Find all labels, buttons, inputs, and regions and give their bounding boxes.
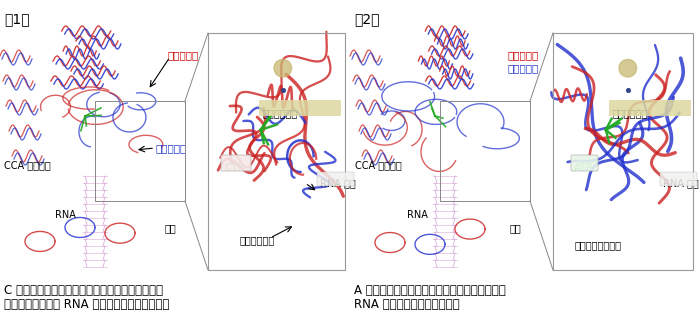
Text: 開いた構造: 開いた構造 [168,50,200,60]
Text: CCA 付加酵素: CCA 付加酵素 [4,160,50,170]
Bar [208,33,345,270]
Text: CCA 付加酵素: CCA 付加酵素 [355,160,402,170]
Text: A 付加反応－閉じた構造に固定化されたまま、: A 付加反応－閉じた構造に固定化されたまま、 [354,284,505,297]
Text: 拡大: 拡大 [510,223,522,233]
Text: RNA 末端: RNA 末端 [320,178,356,188]
Text: マグネシウム: マグネシウム [263,108,298,118]
FancyBboxPatch shape [660,172,697,186]
Text: RNA の末端も構造変化なし－: RNA の末端も構造変化なし－ [354,298,460,311]
FancyBboxPatch shape [571,155,598,171]
Text: 変化、それに伴い RNA の末端がひっくり返る－: 変化、それに伴い RNA の末端がひっくり返る－ [4,298,169,311]
Text: 拡大: 拡大 [165,223,176,233]
Bar [440,101,530,201]
Text: ひっくり返る: ひっくり返る [240,235,275,245]
Text: C 付加反応－酵素が開いた構造から閉じた構造へ: C 付加反応－酵素が開いた構造から閉じた構造へ [4,284,163,297]
Bar [553,33,693,270]
Text: 閉じた構造: 閉じた構造 [508,50,539,60]
Text: 固定化されたまま: 固定化されたまま [575,240,622,250]
FancyBboxPatch shape [221,155,251,171]
Text: マグネシウム: マグネシウム [613,108,648,118]
FancyBboxPatch shape [609,100,691,116]
Text: RNA 末端: RNA 末端 [663,178,699,188]
Text: CTP: CTP [224,163,244,173]
Circle shape [619,59,636,77]
FancyBboxPatch shape [259,100,341,116]
Bar [95,101,185,201]
Text: ［2］: ［2］ [354,12,379,26]
Text: RNA: RNA [407,210,428,220]
FancyBboxPatch shape [317,172,354,186]
Text: 閉じた構造: 閉じた構造 [508,63,539,73]
Text: ATP: ATP [574,163,593,173]
Text: RNA: RNA [55,210,76,220]
Text: 閉じた構造: 閉じた構造 [155,143,186,153]
Text: ［1］: ［1］ [4,12,29,26]
Circle shape [274,59,292,77]
